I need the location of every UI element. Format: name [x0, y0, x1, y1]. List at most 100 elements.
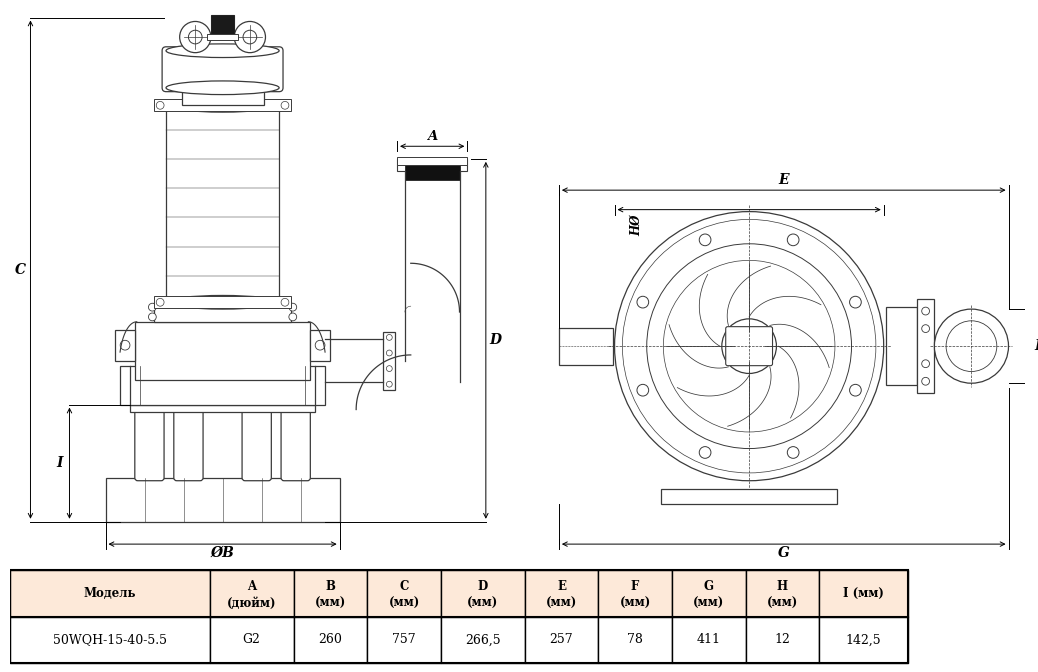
Text: 12: 12 — [774, 634, 790, 646]
Text: (мм): (мм) — [546, 597, 577, 610]
FancyBboxPatch shape — [173, 402, 203, 480]
Text: D: D — [490, 333, 501, 347]
Bar — [10, 617, 210, 663]
Bar — [559, 328, 612, 365]
Bar — [524, 570, 598, 617]
Text: H: H — [776, 579, 788, 593]
Text: (мм): (мм) — [315, 597, 346, 610]
Text: HØ: HØ — [629, 214, 643, 236]
Text: G: G — [704, 579, 714, 593]
Circle shape — [281, 298, 289, 306]
Text: (мм): (мм) — [767, 597, 798, 610]
Text: 142,5: 142,5 — [846, 634, 881, 646]
Bar — [130, 405, 316, 413]
Circle shape — [180, 22, 211, 52]
Text: C: C — [16, 263, 26, 277]
FancyBboxPatch shape — [135, 402, 164, 480]
Circle shape — [289, 303, 297, 311]
Bar — [211, 15, 235, 36]
Text: 257: 257 — [550, 634, 573, 646]
Circle shape — [386, 350, 392, 356]
Bar — [398, 159, 467, 171]
Ellipse shape — [166, 44, 279, 58]
Bar — [885, 307, 917, 385]
Circle shape — [647, 244, 851, 448]
Bar — [367, 617, 441, 663]
Circle shape — [157, 101, 164, 110]
Circle shape — [148, 313, 157, 321]
Bar — [819, 617, 908, 663]
Text: B: B — [326, 579, 335, 593]
Circle shape — [735, 331, 764, 361]
Bar — [405, 159, 460, 180]
Circle shape — [289, 313, 297, 321]
Circle shape — [316, 340, 325, 350]
Circle shape — [663, 260, 835, 432]
Bar — [819, 570, 908, 617]
Circle shape — [787, 447, 799, 458]
Text: 411: 411 — [696, 634, 720, 646]
Bar — [441, 617, 524, 663]
Text: C: C — [400, 579, 409, 593]
Circle shape — [849, 296, 862, 308]
Bar — [398, 157, 467, 165]
Text: D: D — [477, 579, 488, 593]
Circle shape — [614, 212, 883, 480]
Circle shape — [922, 325, 929, 333]
Text: 266,5: 266,5 — [465, 634, 500, 646]
Bar — [210, 570, 294, 617]
Circle shape — [243, 30, 256, 44]
Ellipse shape — [166, 99, 279, 112]
Bar — [155, 99, 291, 111]
Ellipse shape — [166, 81, 279, 95]
Circle shape — [743, 340, 755, 352]
Text: I: I — [56, 456, 63, 470]
Bar — [745, 617, 819, 663]
Circle shape — [120, 340, 130, 350]
Circle shape — [386, 335, 392, 340]
Circle shape — [637, 384, 649, 396]
Bar — [917, 299, 934, 393]
Circle shape — [386, 381, 392, 387]
Text: A: A — [427, 130, 437, 143]
Circle shape — [235, 22, 266, 52]
Circle shape — [157, 298, 164, 306]
Circle shape — [934, 309, 1009, 383]
Text: 50WQH-15-40-5.5: 50WQH-15-40-5.5 — [53, 634, 167, 646]
Bar — [166, 106, 279, 302]
Circle shape — [700, 234, 711, 246]
Bar — [672, 617, 745, 663]
Circle shape — [623, 219, 876, 473]
Circle shape — [922, 378, 929, 385]
Circle shape — [700, 447, 711, 458]
Circle shape — [189, 30, 202, 44]
Text: A: A — [247, 579, 256, 593]
FancyBboxPatch shape — [281, 402, 310, 480]
Text: E: E — [557, 579, 566, 593]
Bar — [310, 329, 330, 361]
FancyBboxPatch shape — [242, 402, 271, 480]
Bar — [155, 296, 291, 308]
Bar — [155, 302, 291, 322]
Bar — [745, 570, 819, 617]
Text: (мм): (мм) — [620, 597, 651, 610]
Bar — [367, 570, 441, 617]
Bar — [294, 617, 367, 663]
Bar — [598, 617, 672, 663]
Bar — [441, 570, 524, 617]
Text: 260: 260 — [319, 634, 343, 646]
Bar — [598, 570, 672, 617]
Bar — [210, 617, 294, 663]
Circle shape — [787, 234, 799, 246]
Bar — [294, 570, 367, 617]
Text: Модель: Модель — [84, 587, 136, 599]
Bar — [115, 329, 135, 361]
FancyBboxPatch shape — [726, 327, 772, 366]
Bar — [383, 331, 395, 390]
Text: (мм): (мм) — [693, 597, 725, 610]
Circle shape — [386, 366, 392, 372]
Text: (мм): (мм) — [467, 597, 498, 610]
FancyBboxPatch shape — [162, 47, 283, 91]
Bar — [120, 366, 325, 405]
Bar — [135, 322, 310, 380]
